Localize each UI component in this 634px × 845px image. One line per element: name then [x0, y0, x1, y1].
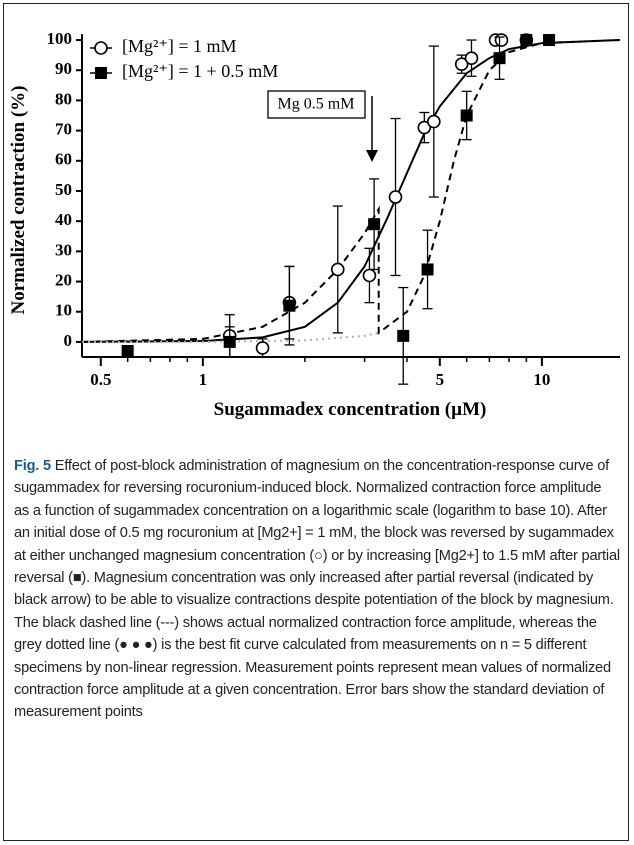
point — [255, 341, 270, 355]
point — [427, 114, 441, 129]
y-axis-label: Normalized contraction (%) — [8, 86, 29, 315]
figure-frame — [3, 3, 629, 841]
point — [283, 299, 296, 312]
point — [417, 120, 432, 135]
y-tick-label: 60 — [55, 150, 72, 169]
y-tick-label: 40 — [55, 210, 72, 229]
caption: Fig. 5 Effect of post-block administrati… — [14, 455, 620, 724]
y-tick-label: 100 — [47, 29, 73, 48]
legend-label: [Mg²⁺] = 1 + 0.5 mM — [122, 61, 278, 81]
y-tick-label: 80 — [55, 89, 72, 108]
y-tick-label: 10 — [55, 301, 72, 320]
x-tick-label: 1 — [199, 370, 208, 389]
y-tick-label: 70 — [55, 120, 72, 139]
point — [460, 109, 473, 122]
point — [388, 190, 403, 204]
legend-marker — [94, 41, 108, 55]
point — [493, 52, 506, 65]
point — [223, 335, 236, 348]
y-tick-label: 20 — [55, 270, 72, 289]
x-tick-label: 10 — [533, 370, 550, 389]
point — [520, 34, 533, 47]
chart: Normalized contraction (%) Sugammadex co… — [8, 29, 621, 420]
x-tick-label: 5 — [436, 370, 445, 389]
fit-curve — [81, 39, 621, 343]
annotation: Mg 0.5 mM — [278, 96, 355, 113]
y-tick-label: 30 — [55, 240, 72, 259]
legend-marker — [95, 67, 107, 79]
point — [397, 329, 410, 342]
y-tick-label: 50 — [55, 180, 72, 199]
point — [362, 268, 377, 283]
point — [543, 34, 556, 47]
point — [494, 33, 509, 47]
point — [368, 218, 381, 231]
point — [454, 57, 469, 71]
y-tick-label: 90 — [55, 59, 72, 78]
caption-text: Effect of post-block administration of m… — [14, 458, 620, 721]
point — [121, 344, 134, 357]
caption-label: Fig. 5 — [14, 458, 51, 474]
point — [464, 51, 479, 65]
legend-label: [Mg²⁺] = 1 mM — [122, 36, 237, 56]
fit-curve — [82, 331, 379, 343]
point — [330, 262, 345, 277]
x-axis-label: Sugammadex concentration (µM) — [214, 399, 487, 420]
arrow-head — [366, 150, 378, 162]
point — [421, 263, 434, 276]
x-tick-label: 0.5 — [90, 370, 111, 389]
annotation-box — [267, 90, 366, 119]
y-tick-label: 0 — [64, 331, 73, 350]
fit-curve — [81, 39, 621, 343]
